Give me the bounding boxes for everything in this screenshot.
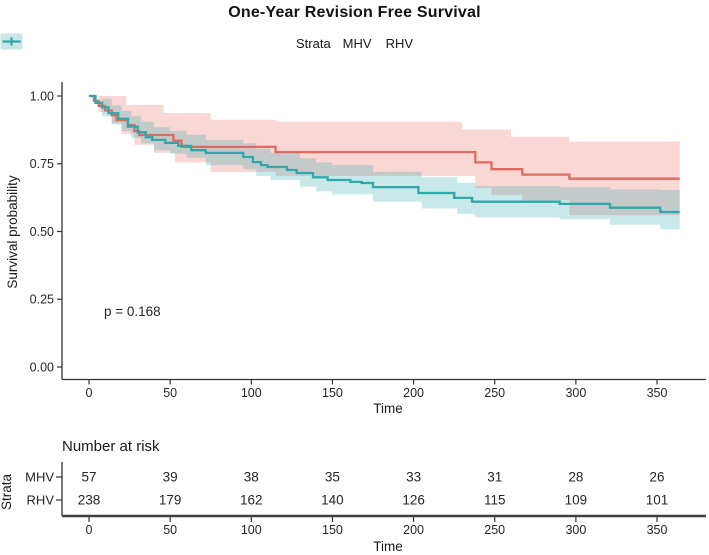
- risk-count: 115: [484, 493, 506, 508]
- risk-count: 109: [565, 493, 588, 508]
- legend-item-label: RHV: [385, 35, 414, 51]
- legend-key-icon: [0, 33, 23, 50]
- risk-x-tick-label: 350: [647, 523, 668, 537]
- risk-count: 39: [163, 470, 178, 485]
- risk-count: 26: [649, 470, 664, 485]
- risk-row-label-rhv: RHV: [27, 493, 55, 508]
- risk-count: 33: [406, 470, 421, 485]
- risk-x-tick-label: 0: [86, 523, 93, 537]
- y-tick-label: 1.00: [30, 89, 54, 103]
- y-tick-label: 0.50: [30, 225, 54, 239]
- risk-x-tick-label: 200: [403, 523, 424, 537]
- risk-x-tick-label: 250: [484, 523, 505, 537]
- y-tick-label: 0.00: [30, 360, 54, 374]
- x-tick-label: 300: [565, 386, 586, 400]
- risk-count: 101: [646, 493, 669, 508]
- x-tick-label: 200: [403, 386, 424, 400]
- y-tick-label: 0.25: [30, 293, 54, 307]
- x-tick-label: 150: [322, 386, 343, 400]
- risk-count: 238: [78, 493, 101, 508]
- x-axis-title: Time: [373, 401, 403, 416]
- confidence-band-mhv: [89, 96, 680, 216]
- risk-count: 126: [402, 493, 425, 508]
- risk-count: 35: [325, 470, 340, 485]
- risk-row-label-mhv: MHV: [25, 470, 54, 485]
- risk-count: 57: [81, 470, 96, 485]
- risk-count: 28: [568, 470, 583, 485]
- chart-title: One-Year Revision Free Survival: [228, 4, 481, 21]
- x-tick-label: 50: [163, 386, 177, 400]
- y-axis-title: Survival probability: [5, 175, 20, 289]
- x-tick-label: 100: [241, 386, 262, 400]
- risk-strata-axis-title: Strata: [0, 474, 14, 511]
- survival-curve-rhv: [89, 94, 680, 214]
- legend-item-label: MHV: [342, 35, 372, 51]
- confidence-band-rhv: [89, 96, 680, 230]
- legend-item-rhv: RHV: [0, 33, 414, 51]
- risk-x-tick-label: 300: [565, 523, 586, 537]
- y-tick-label: 0.75: [30, 157, 54, 171]
- x-tick-label: 350: [647, 386, 668, 400]
- x-tick-label: 250: [484, 386, 505, 400]
- risk-count: 140: [321, 493, 344, 508]
- risk-x-tick-label: 100: [241, 523, 262, 537]
- risk-table-title: Number at risk: [62, 438, 160, 455]
- risk-x-tick-label: 150: [322, 523, 343, 537]
- x-tick-label: 0: [86, 386, 93, 400]
- risk-x-tick-label: 50: [163, 523, 177, 537]
- legend-title: Strata: [295, 35, 331, 51]
- risk-count: 38: [244, 470, 259, 485]
- p-value-annotation: p = 0.168: [104, 304, 161, 319]
- strata-legend: Strata MHV RHV: [0, 33, 709, 53]
- risk-x-axis-title: Time: [373, 539, 403, 554]
- risk-count: 179: [159, 493, 182, 508]
- risk-count: 31: [487, 470, 502, 485]
- risk-count: 162: [240, 493, 263, 508]
